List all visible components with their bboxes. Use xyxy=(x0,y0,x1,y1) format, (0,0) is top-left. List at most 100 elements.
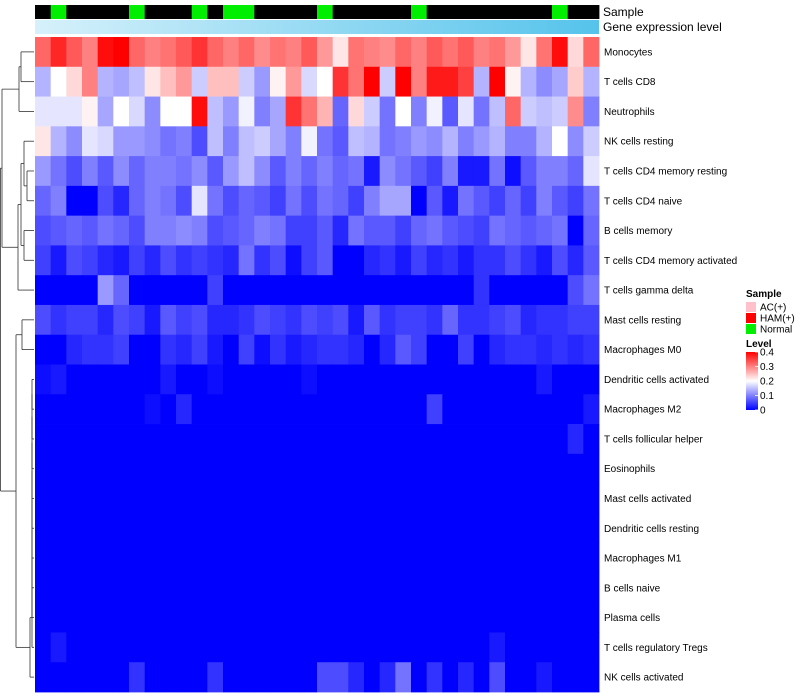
heatmap-cell xyxy=(583,215,600,246)
sample-annotation-cell xyxy=(113,5,130,19)
heatmap-cell xyxy=(176,334,193,365)
heatmap-cell xyxy=(379,275,396,306)
heatmap-cell xyxy=(66,364,83,395)
heatmap-cell xyxy=(348,215,365,246)
heatmap-cell xyxy=(442,662,459,693)
heatmap-cell xyxy=(35,572,52,604)
heatmap-cell xyxy=(301,513,318,544)
heatmap-cell xyxy=(238,453,255,484)
heatmap-cell xyxy=(364,215,381,246)
heatmap-cell xyxy=(536,572,553,604)
heatmap-cell xyxy=(270,126,287,157)
heatmap-cell xyxy=(144,245,161,276)
heatmap-cell xyxy=(520,185,537,217)
heatmap-cell xyxy=(520,156,537,187)
heatmap-cell xyxy=(207,304,224,336)
heatmap-cell xyxy=(364,304,381,336)
heatmap-cell xyxy=(144,185,161,217)
heatmap-cell xyxy=(473,304,490,336)
heatmap-cell xyxy=(332,37,349,68)
heatmap-cell xyxy=(411,66,428,97)
legend-sample-entries: AC(+)HAM(+)Normal xyxy=(746,302,795,336)
heatmap-cell xyxy=(379,304,396,336)
heatmap-cell xyxy=(223,394,240,425)
heatmap-cell xyxy=(379,334,396,365)
heatmap-cell xyxy=(35,185,52,217)
heatmap-cell xyxy=(489,543,506,574)
heatmap-cell xyxy=(144,662,161,693)
heatmap-cell xyxy=(66,632,83,663)
heatmap-cell xyxy=(270,185,287,217)
heatmap-cell xyxy=(285,632,302,663)
heatmap-cell xyxy=(254,632,271,663)
heatmap-cell xyxy=(270,602,287,633)
heatmap-cell xyxy=(458,632,475,663)
heatmap-cell xyxy=(285,543,302,574)
heatmap-cell xyxy=(348,66,365,97)
heatmap-cell xyxy=(129,156,146,187)
heatmap-cell xyxy=(552,215,569,246)
heatmap-cell xyxy=(238,513,255,544)
heatmap-cell xyxy=(113,126,130,157)
heatmap-cell xyxy=(379,662,396,693)
heatmap-cell xyxy=(254,424,271,455)
heatmap-cell xyxy=(113,543,130,574)
heatmap-cell xyxy=(567,424,584,455)
heatmap-cell xyxy=(332,572,349,604)
sample-annotation-cell xyxy=(567,5,584,19)
heatmap-cell xyxy=(364,156,381,187)
heatmap-cell xyxy=(379,66,396,97)
heatmap-cell xyxy=(50,37,67,68)
heatmap-cell xyxy=(473,334,490,365)
heatmap-cell xyxy=(129,632,146,663)
heatmap-cell xyxy=(536,334,553,365)
heatmap-cell xyxy=(238,424,255,455)
heatmap-cell xyxy=(285,66,302,97)
heatmap-cell xyxy=(317,572,334,604)
heatmap-cell xyxy=(160,662,177,693)
heatmap-cell xyxy=(254,394,271,425)
heatmap-cell xyxy=(411,602,428,633)
sample-annotation-cell xyxy=(144,5,161,19)
heatmap-cell xyxy=(160,513,177,544)
heatmap-cell xyxy=(207,245,224,276)
heatmap-cell xyxy=(270,215,287,246)
heatmap-cell xyxy=(489,304,506,336)
heatmap-cell xyxy=(254,513,271,544)
heatmap-cell xyxy=(473,513,490,544)
heatmap-cell xyxy=(97,334,114,365)
heatmap-cell xyxy=(35,394,52,425)
heatmap-cell xyxy=(505,304,522,336)
heatmap-cell xyxy=(270,543,287,574)
row-label: T cells CD4 naive xyxy=(604,196,683,207)
heatmap-cell xyxy=(144,572,161,604)
heatmap-cell xyxy=(207,513,224,544)
heatmap-cell xyxy=(505,126,522,157)
row-label: NK cells resting xyxy=(604,137,673,148)
heatmap-cell xyxy=(238,364,255,395)
heatmap-cell xyxy=(567,394,584,425)
heatmap-cell xyxy=(82,334,99,365)
heatmap-cell xyxy=(160,424,177,455)
heatmap-cell xyxy=(66,453,83,484)
sample-annotation-bar xyxy=(35,5,600,19)
heatmap-cell xyxy=(160,364,177,395)
expression-annotation-label: Gene expression level xyxy=(603,20,722,34)
heatmap-cell xyxy=(567,632,584,663)
heatmap-cell xyxy=(332,96,349,127)
sample-annotation-cell xyxy=(583,5,600,19)
heatmap-cell xyxy=(66,424,83,455)
heatmap-cell xyxy=(301,602,318,633)
heatmap-cell xyxy=(505,364,522,395)
heatmap-cell xyxy=(82,632,99,663)
heatmap-cell xyxy=(113,334,130,365)
heatmap-cell xyxy=(50,572,67,604)
heatmap-cell xyxy=(129,185,146,217)
heatmap-cell xyxy=(426,37,443,68)
heatmap-cell xyxy=(395,66,412,97)
heatmap-cell xyxy=(536,156,553,187)
heatmap-cell xyxy=(426,424,443,455)
heatmap-cell xyxy=(254,334,271,365)
heatmap-cell xyxy=(66,215,83,246)
heatmap-cell xyxy=(82,156,99,187)
